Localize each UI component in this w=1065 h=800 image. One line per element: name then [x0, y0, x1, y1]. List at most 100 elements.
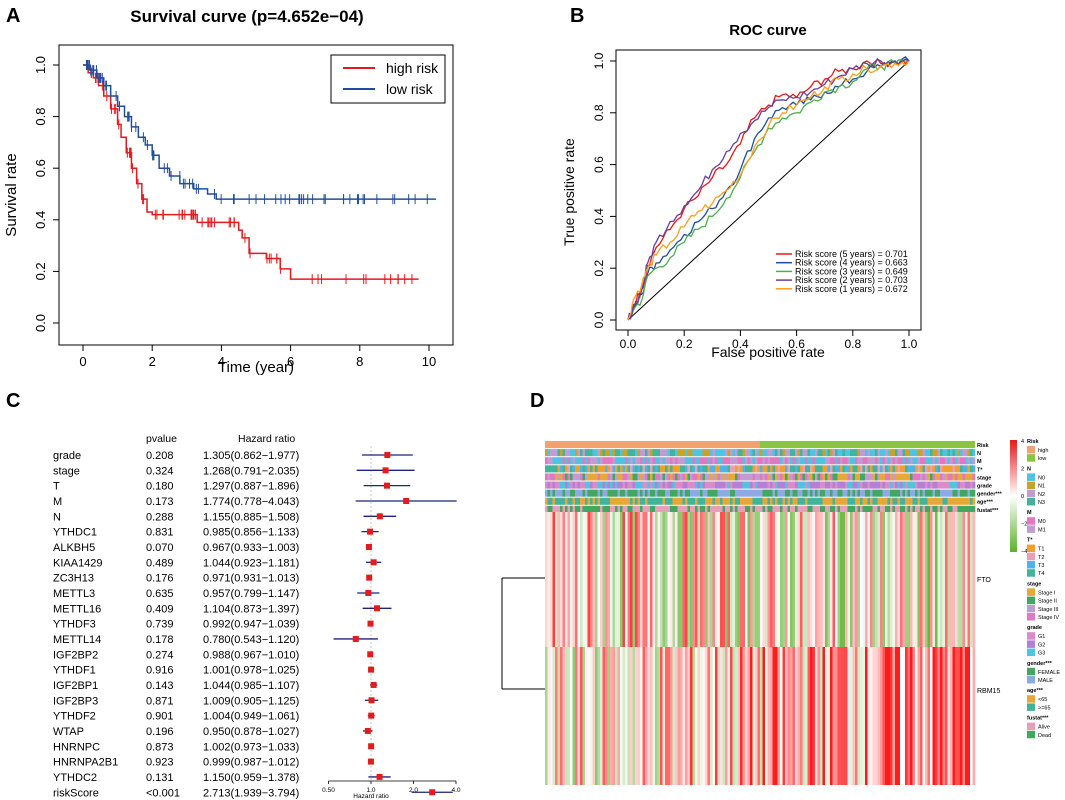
annotation-cell: [902, 505, 906, 513]
annotation-cell: [775, 457, 778, 465]
forest-row-hr: 1.104(0.873−1.397): [203, 603, 299, 615]
annotation-cell: [602, 505, 606, 513]
annotation-cell: [620, 457, 623, 465]
annotation-cell: [702, 457, 706, 465]
annotation-cell: [580, 489, 583, 497]
annotation-cell: [967, 473, 971, 481]
heatmap-cell: [817, 512, 821, 647]
annotation-cell: [915, 489, 918, 497]
forest-row-pvalue: 0.131: [146, 772, 174, 784]
annotation-cell: [657, 489, 661, 497]
annotation-cell: [625, 481, 628, 489]
annotation-cell: [800, 497, 803, 505]
annotation-cell: [550, 449, 553, 457]
annotation-cell: [672, 481, 676, 489]
annotation-cell: [610, 481, 613, 489]
annotation-cell: [550, 481, 553, 489]
annotation-cell: [725, 505, 728, 513]
annotation-cell: [750, 473, 753, 481]
legend-swatch: [1027, 498, 1035, 506]
heatmap-cell: [572, 512, 576, 647]
annotation-cell: [700, 481, 703, 489]
annotation-cell: [672, 497, 676, 505]
annotation-cell: [780, 497, 783, 505]
annotation-cell: [875, 465, 878, 473]
heatmap-cell: [790, 512, 793, 647]
annotation-cell: [772, 481, 776, 489]
panel-b-label: B: [570, 5, 584, 27]
annotation-cell: [722, 449, 726, 457]
annotation-cell: [717, 505, 721, 513]
annotation-cell: [917, 457, 921, 465]
annotation-cell: [877, 505, 881, 513]
heatmap-cell: [550, 647, 553, 785]
annotation-cell: [557, 505, 561, 513]
heatmap-cell: [567, 512, 571, 647]
annotation-cell: [827, 465, 831, 473]
annotation-cell: [760, 473, 763, 481]
colorbar-tick-label: 2: [1021, 467, 1024, 473]
annotation-cell: [685, 497, 688, 505]
annotation-cell: [555, 489, 558, 497]
forest-header-pvalue: pvalue: [146, 433, 177, 445]
heatmap-cell: [587, 512, 591, 647]
legend-item-label: Stage IV: [1038, 615, 1059, 621]
heatmap-row-fto: FTO: [977, 577, 991, 584]
annotation-cell: [607, 473, 611, 481]
annotation-cell: [902, 465, 906, 473]
annotation-cell: [605, 465, 608, 473]
legend-swatch: [1027, 588, 1035, 596]
annotation-cell: [857, 481, 861, 489]
annotation-cell: [777, 481, 781, 489]
annotation-cell: [570, 497, 573, 505]
annotation-cell: [770, 505, 773, 513]
heatmap-cell: [835, 647, 838, 785]
heatmap-cell: [730, 512, 733, 647]
annotation-cell: [880, 457, 883, 465]
legend-swatch: [1027, 552, 1035, 561]
legend-swatch: [1027, 561, 1035, 569]
annotation-cell: [665, 497, 668, 505]
annotation-cell: [775, 489, 778, 497]
panel-a: A Survival curve (p=4.652e−04) 0 2 4 6 8 100.…: [3, 5, 454, 376]
annotation-cell: [795, 489, 798, 497]
annotation-cell: [732, 497, 736, 505]
annotation-cell: [705, 449, 708, 457]
annotation-cell: [740, 497, 743, 505]
annotation-cell: [737, 465, 741, 473]
heatmap-cell: [745, 512, 748, 647]
heatmap-cell: [575, 512, 578, 647]
annotation-cell: [690, 489, 693, 497]
annotation-cell: [940, 457, 943, 465]
heatmap-cell: [687, 512, 691, 647]
annotation-cell: [945, 481, 948, 489]
heatmap-cell: [727, 512, 731, 647]
annotation-cell: [652, 449, 656, 457]
survival-legend: high risk low risk: [330, 54, 446, 104]
heatmap-cell: [590, 647, 593, 785]
annotation-cell: [797, 505, 801, 513]
heatmap-cell: [620, 647, 623, 785]
heatmap-cell: [822, 512, 826, 647]
annotation-cell: [887, 489, 891, 497]
annotation-cell: [967, 489, 971, 497]
heatmap-cell: [690, 647, 693, 785]
annotation-cell: [707, 505, 711, 513]
annotation-cell: [762, 465, 766, 473]
annotation-cell: [920, 481, 923, 489]
annotation-cell: [777, 505, 781, 513]
heatmap-cell: [575, 647, 578, 785]
annotation-cell: [957, 449, 961, 457]
annotation-cell: [672, 457, 676, 465]
annotation-cell: [685, 449, 688, 457]
legend-item-label: N0: [1038, 475, 1045, 481]
annotation-cell: [670, 505, 673, 513]
annotation-cell: [755, 449, 758, 457]
annotation-cell: [697, 489, 701, 497]
annotation-cell: [557, 465, 561, 473]
heatmap-cell: [797, 647, 801, 785]
annotation-cell: [902, 481, 906, 489]
annotation-cell: [960, 505, 963, 513]
forest-row-pvalue: 0.208: [146, 450, 174, 462]
